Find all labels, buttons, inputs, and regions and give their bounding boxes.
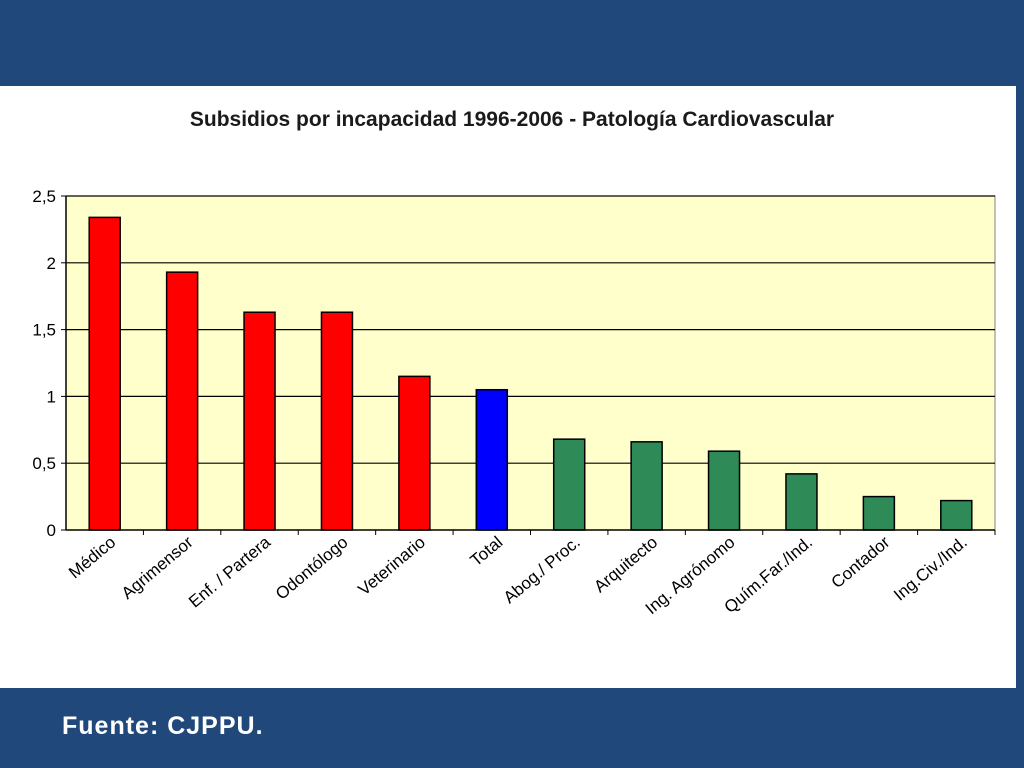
x-tick-label: Agrimensor <box>118 532 197 603</box>
x-tick-label: Enf. / Partera <box>185 532 274 611</box>
bar-chart: Subsidios por incapacidad 1996-2006 - Pa… <box>32 108 996 618</box>
gridlines <box>66 195 995 464</box>
bar <box>940 499 973 531</box>
bar <box>707 450 741 531</box>
x-tick-label: Contador <box>828 532 894 592</box>
x-tick-label: Ing.Civ./Ind. <box>890 533 971 605</box>
bars <box>88 216 973 531</box>
bar <box>398 375 431 531</box>
bar <box>785 473 818 531</box>
y-tick-label: 2,5 <box>32 187 56 206</box>
plot-area <box>65 195 996 531</box>
chart-title: Subsidios por incapacidad 1996-2006 - Pa… <box>190 108 834 131</box>
slide-top-band <box>0 0 1024 86</box>
chart-panel: Subsidios por incapacidad 1996-2006 - Pa… <box>0 86 1016 688</box>
x-tick-label: Abog./ Proc. <box>500 533 584 608</box>
y-tick-label: 0,5 <box>32 454 56 473</box>
bar <box>88 216 121 531</box>
bar <box>630 441 663 531</box>
y-tick-label: 1,5 <box>32 321 56 340</box>
x-tick-label: Odontólogo <box>272 533 352 604</box>
x-tick-label: Médico <box>65 533 119 583</box>
y-tick-label: 2 <box>47 254 56 273</box>
x-tick-label: Veterinario <box>354 533 428 600</box>
bar <box>243 311 276 531</box>
y-axis-ticks: 0 0,5 1 1,5 2 2,5 <box>32 187 66 540</box>
source-caption: Fuente: CJPPU. <box>62 712 264 740</box>
x-tick-label: Arquitecto <box>590 533 661 597</box>
bar <box>320 311 354 531</box>
bar <box>862 495 896 531</box>
y-tick-label: 1 <box>47 387 56 406</box>
bar <box>165 271 199 531</box>
y-tick-label: 0 <box>47 521 56 540</box>
bar <box>552 438 586 531</box>
bar <box>475 388 509 531</box>
x-tick-label: Total <box>467 533 507 571</box>
